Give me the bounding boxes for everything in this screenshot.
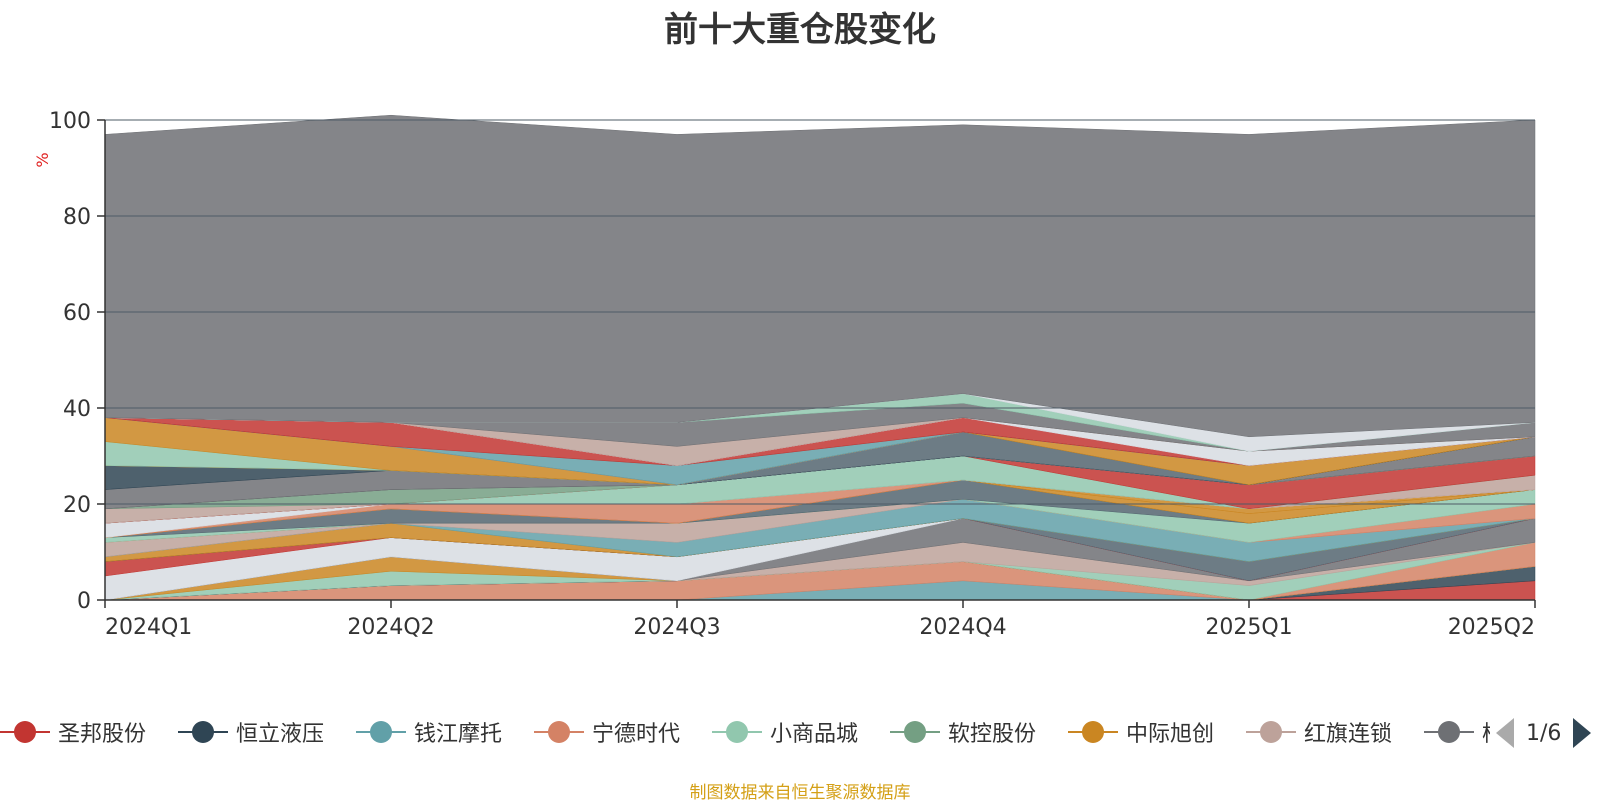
y-tick-label: 20 [63, 493, 91, 518]
legend-pager: 1/6 [1496, 716, 1592, 750]
area-series-43 [104, 114, 1536, 438]
legend-label: 柏 [1482, 716, 1490, 748]
legend: 圣邦股份 恒立液压 钱江摩托 宁德时代 小商品城 软控股份 中际旭创 红旗连锁 柏 [0, 712, 1490, 752]
legend-label: 钱江摩托 [414, 722, 503, 747]
legend-label: 恒立液压 [236, 722, 325, 747]
grid-lines [105, 119, 1535, 505]
y-tick-label: 80 [63, 205, 91, 230]
x-tick-label: 2024Q4 [919, 615, 1006, 640]
legend-marker-icon [178, 712, 228, 752]
legend-page-indicator: 1/6 [1526, 720, 1562, 746]
x-tick-label: 2024Q2 [347, 615, 434, 640]
legend-marker-icon [1424, 712, 1474, 752]
legend-label: 圣邦股份 [58, 722, 147, 747]
legend-label: 宁德时代 [592, 722, 681, 747]
legend-item[interactable]: 恒立液压 [178, 712, 324, 752]
axes: 0 20 40 60 80 100 2024Q1 2024Q2 2024Q3 2024Q4 2025… [49, 109, 1536, 640]
legend-item[interactable]: 中际旭创 [1068, 712, 1214, 752]
legend-label: 软控股份 [948, 722, 1037, 747]
y-tick-label: 40 [63, 397, 91, 422]
legend-marker-icon [1068, 712, 1118, 752]
legend-label: 红旗连锁 [1304, 722, 1393, 747]
legend-next-arrow-icon[interactable] [1573, 718, 1592, 748]
legend-marker-icon [890, 712, 940, 752]
legend-item[interactable]: 柏 [1424, 712, 1490, 752]
x-tick-label: 2024Q3 [633, 615, 720, 640]
legend-item[interactable]: 软控股份 [890, 712, 1036, 752]
x-tick-label: 2025Q2 [1448, 615, 1535, 640]
legend-item[interactable]: 钱江摩托 [356, 712, 502, 752]
legend-item[interactable]: 圣邦股份 [0, 712, 146, 752]
legend-marker-icon [0, 712, 50, 752]
x-tick-label: 2024Q1 [105, 615, 192, 640]
legend-marker-icon [712, 712, 762, 752]
legend-prev-arrow-icon[interactable] [1496, 718, 1514, 748]
y-tick-label: 100 [49, 109, 91, 134]
x-tick-label: 2025Q1 [1205, 615, 1292, 640]
legend-item[interactable]: 宁德时代 [534, 712, 680, 752]
legend-label: 小商品城 [770, 722, 859, 747]
legend-item[interactable]: 红旗连锁 [1246, 712, 1392, 752]
chart-title: 前十大重仓股变化 [664, 10, 936, 50]
legend-marker-icon [534, 712, 584, 752]
legend-item[interactable]: 小商品城 [712, 712, 858, 752]
source-note: 制图数据来自恒生聚源数据库 [689, 783, 911, 803]
legend-marker-icon [356, 712, 406, 752]
legend-label: 中际旭创 [1126, 722, 1215, 747]
y-tick-label: 0 [77, 589, 91, 614]
area-series-group [104, 114, 1536, 601]
y-tick-label: 60 [63, 301, 91, 326]
legend-marker-icon [1246, 712, 1296, 752]
y-axis-unit: % [33, 152, 52, 167]
